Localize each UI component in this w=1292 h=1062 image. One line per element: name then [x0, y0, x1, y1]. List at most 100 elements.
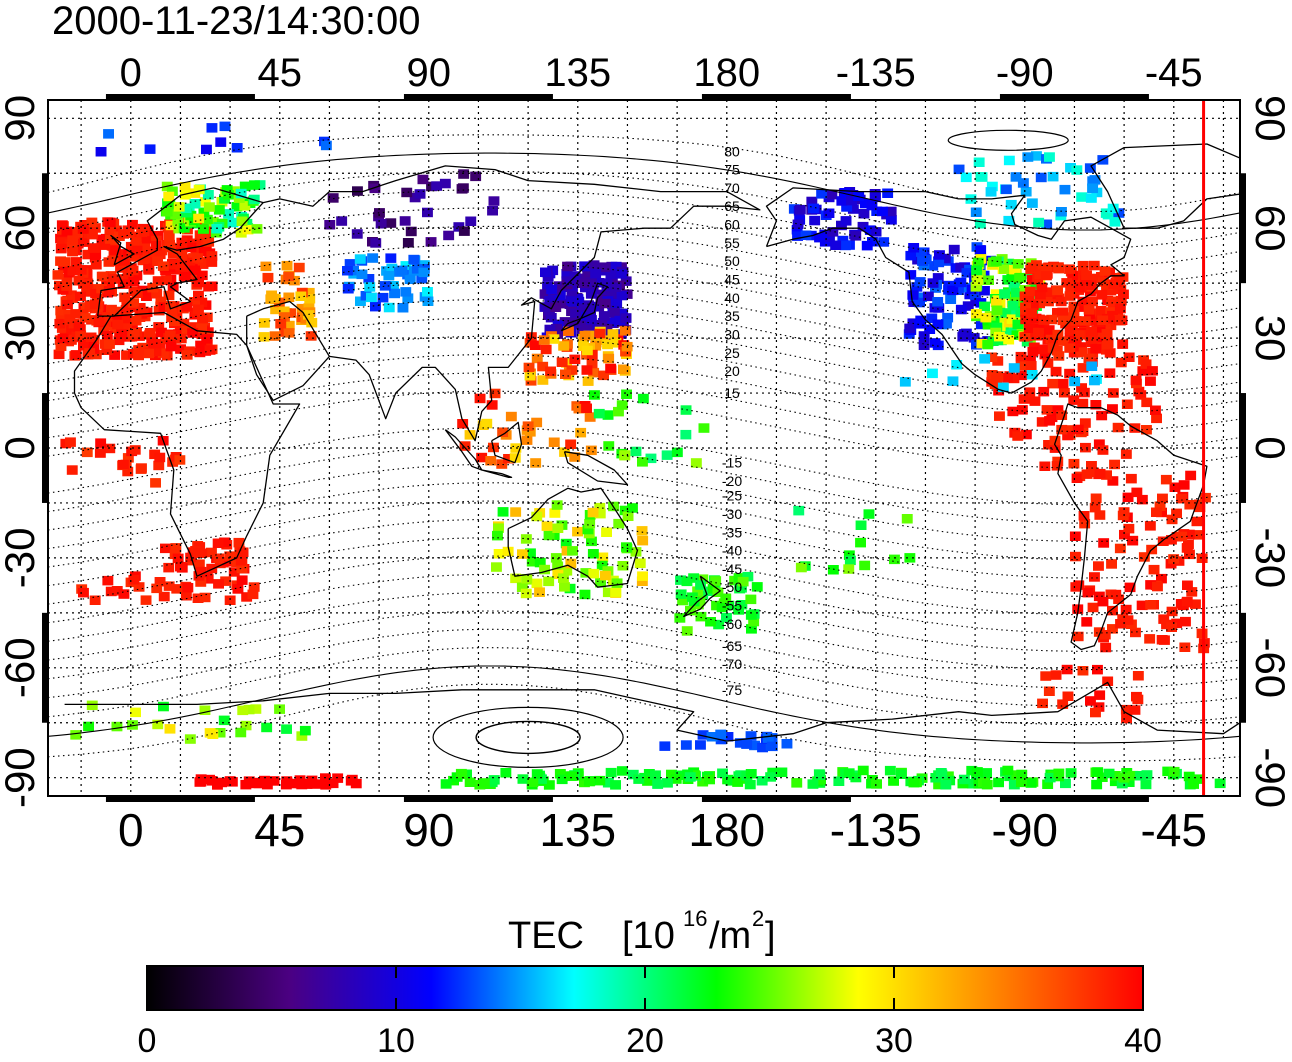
tec-cell	[600, 570, 611, 581]
tec-cell	[756, 776, 768, 786]
tec-cell	[922, 291, 934, 302]
tec-cell	[228, 186, 240, 196]
tec-cell	[464, 430, 476, 440]
tec-cell	[642, 776, 653, 786]
tec-cell	[1087, 602, 1099, 613]
tec-cell	[176, 250, 188, 261]
tec-cell	[551, 500, 563, 510]
tec-cell	[566, 365, 578, 375]
tec-cell	[846, 195, 857, 206]
tec-cell	[1114, 274, 1126, 285]
tec-cell	[627, 503, 638, 513]
tec-cell	[1094, 510, 1106, 520]
tec-cell	[152, 256, 163, 266]
tec-cell	[1081, 270, 1092, 280]
tec-cell	[634, 558, 646, 568]
tec-cell	[87, 229, 98, 240]
tec-cell	[581, 320, 593, 330]
tec-cell	[985, 187, 997, 197]
tec-cell	[561, 546, 573, 556]
tec-cell	[939, 253, 951, 264]
tec-cell	[847, 204, 859, 214]
tec-cell	[400, 287, 412, 297]
tec-cell	[166, 308, 178, 318]
tec-cell	[674, 613, 686, 623]
tec-cell	[917, 256, 928, 266]
tec-cell	[306, 317, 318, 328]
tec-cell	[389, 288, 400, 299]
latitude-labels-left: 90 60 30 0 -30 -60 -90	[0, 95, 43, 808]
tec-cell	[870, 227, 882, 237]
tec-cell	[1075, 302, 1087, 312]
tec-cell	[185, 552, 197, 563]
tec-cell	[911, 282, 923, 292]
tec-cell	[1026, 262, 1038, 272]
tec-cell	[133, 345, 145, 356]
axis-bar-right	[1240, 393, 1246, 503]
tec-cell	[549, 508, 561, 518]
tec-cell	[981, 768, 992, 778]
tec-cell	[930, 773, 942, 783]
longitude-label-top: -90	[996, 51, 1054, 95]
tec-cell	[602, 778, 614, 788]
tec-cell	[179, 182, 191, 192]
tec-cell	[121, 316, 133, 326]
tec-cell	[383, 270, 395, 281]
magnetic-latitude-contour	[48, 683, 1240, 762]
tec-cell	[1184, 549, 1195, 560]
tec-cell	[1071, 165, 1083, 175]
tec-cell	[235, 188, 247, 199]
tec-cell	[864, 225, 876, 235]
axis-tick-bars	[42, 94, 1246, 802]
tec-cell	[1062, 691, 1074, 701]
tec-cell	[195, 577, 207, 587]
tec-cell	[1087, 183, 1098, 193]
tec-cell	[1033, 327, 1044, 338]
tec-cell	[1160, 474, 1172, 485]
tec-cell	[572, 526, 583, 537]
tec-cell	[819, 229, 831, 240]
tec-cell	[141, 234, 153, 244]
tec-cell	[979, 286, 990, 296]
tec-cell	[165, 220, 177, 231]
tec-cell	[440, 779, 452, 789]
tec-cell	[55, 243, 67, 254]
tec-cell	[616, 290, 628, 301]
colorbar-tick-label: 10	[377, 1022, 415, 1057]
tec-cell	[823, 208, 835, 218]
tec-cell	[543, 780, 555, 790]
tec-cell	[258, 318, 270, 328]
tec-cell	[584, 519, 596, 529]
tec-cell	[587, 549, 599, 559]
tec-cell	[151, 288, 163, 299]
tec-cell	[251, 224, 263, 234]
tec-cell	[607, 329, 619, 339]
tec-cell	[127, 265, 139, 276]
tec-cell	[236, 575, 248, 585]
tec-cell	[972, 275, 984, 286]
tec-cell	[960, 172, 972, 183]
tec-cell	[342, 266, 353, 276]
tec-cell	[588, 260, 600, 270]
tec-cell	[558, 341, 570, 351]
tec-cell	[613, 518, 625, 529]
tec-cell	[1034, 289, 1046, 300]
tec-cell	[212, 538, 224, 548]
tec-cell	[402, 293, 414, 303]
tec-cell	[1162, 766, 1174, 777]
tec-cell	[268, 776, 280, 786]
latitude-label-left: 0	[0, 436, 43, 459]
magnetic-latitude-label: 80	[724, 143, 740, 159]
tec-cell	[850, 772, 862, 783]
tec-cell	[1088, 467, 1100, 478]
tec-cell	[1005, 199, 1017, 210]
tec-cell	[901, 514, 913, 524]
tec-cell	[143, 348, 154, 359]
tec-cell	[800, 230, 812, 240]
tec-cell	[545, 366, 556, 376]
tec-cell	[1066, 325, 1078, 336]
tec-cell	[866, 200, 878, 211]
tec-cell	[565, 439, 577, 449]
tec-cell	[281, 260, 293, 271]
tec-cell	[327, 193, 339, 203]
